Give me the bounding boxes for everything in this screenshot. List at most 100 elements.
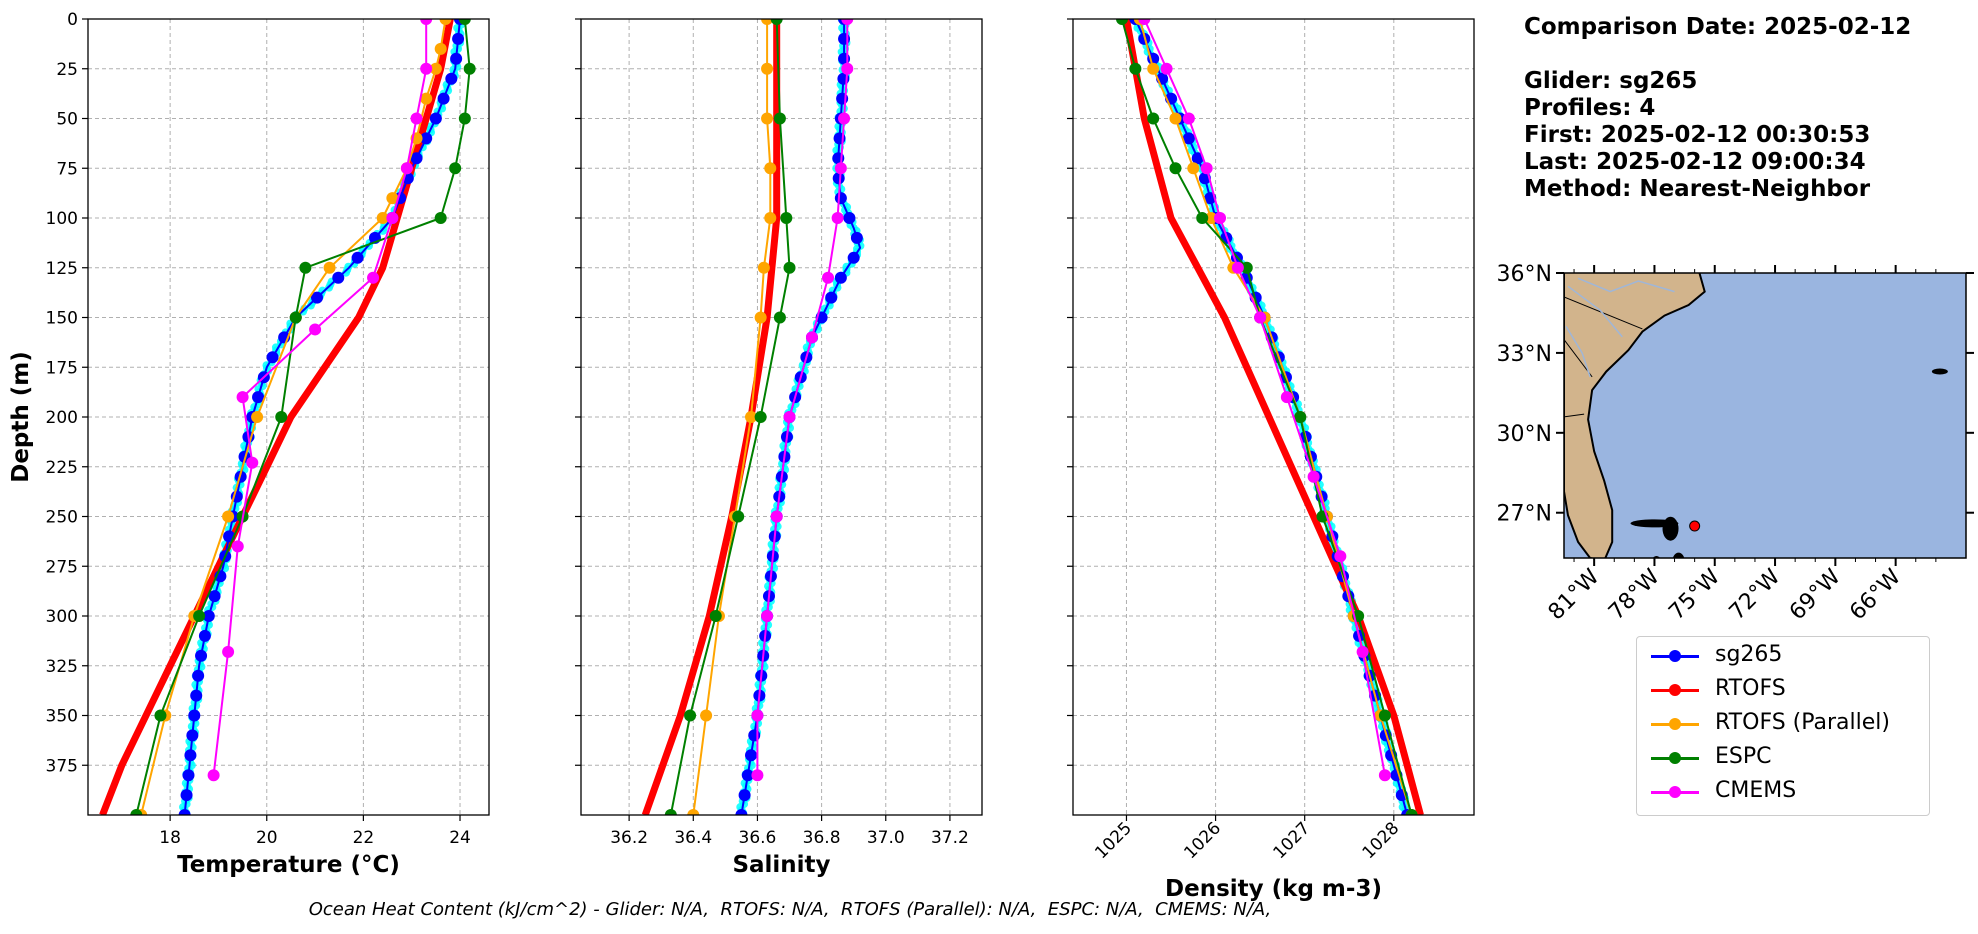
data-point-sg265 [445,72,458,85]
data-point-cmems [222,645,235,658]
legend-label: RTOFS [1715,676,1786,701]
data-point-sg265 [741,769,754,782]
data-point-cmems [236,391,249,404]
legend-marker [1669,752,1681,764]
data-point-cmems [838,112,851,125]
data-point-rtofs-parallel [434,42,447,55]
data-point-sg265 [184,749,197,762]
data-point-cmems [1280,391,1293,404]
data-point-sg265 [202,610,215,622]
data-point-espc [1169,162,1182,175]
river [1567,285,1623,338]
data-point-espc [732,510,745,523]
series-line-espc [1121,19,1413,815]
data-point-rtofs-parallel [757,261,770,274]
salinity-panel: 36.2 36.4 36.6 36.8 37.0 37.2 Salinity [575,18,983,878]
lat-label: 36°N [1497,262,1552,287]
river [1577,277,1675,293]
y-tick-label: 0 [67,10,78,30]
comparison-date: Comparison Date: 2025-02-12 [1524,14,1912,40]
map-area [1564,273,1966,558]
lon-label: 69°W [1785,564,1846,625]
data-point-cmems [207,769,220,782]
data-point-cmems [1200,162,1213,175]
data-point-cmems [822,271,835,284]
data-point-cmems [246,456,259,469]
legend-item-espc: ESPC [1645,743,1925,773]
state-border [1564,413,1585,418]
data-point-sg265 [332,271,345,284]
data-point-rtofs-parallel [376,212,389,224]
data-point-cmems [805,331,818,344]
lon-label: 72°W [1725,564,1786,625]
data-point-espc [299,261,312,274]
series-line-espc [669,19,791,815]
data-point-espc [709,610,722,622]
x-tick-label: 37.0 [867,828,905,848]
x-tick-label: 24 [449,828,471,848]
lon-label: 78°W [1604,564,1665,625]
data-point-espc [1294,411,1307,423]
data-point-espc [773,311,786,324]
density-panel: 1025 1026 1027 1028 Density (kg m-3) [1067,18,1475,902]
data-point-cmems [751,709,764,722]
legend-marker [1669,786,1681,798]
x-tick-label: 36.2 [610,828,648,848]
data-point-espc [1196,212,1209,224]
y-tick-label: 125 [46,259,78,279]
axes-frame [1072,18,1475,816]
data-point-rtofs-parallel [1169,112,1182,125]
data-point-rtofs-parallel [700,709,713,722]
data-point-espc [275,411,288,423]
data-point-espc [783,261,796,274]
x-tick-label: 1028 [1359,818,1404,863]
glider-raw-point [378,226,387,235]
data-point-cmems [1182,112,1195,125]
x-tick-label: 36.6 [739,828,777,848]
data-point-sg265 [825,291,838,304]
data-point-sg265 [437,92,450,105]
y-tick-label: 75 [56,159,78,179]
y-tick-label: 350 [46,707,78,727]
lat-label: 33°N [1497,342,1552,367]
data-point-sg265 [450,52,463,65]
data-point-cmems [386,212,399,224]
x-tick-label: 1027 [1269,818,1314,863]
island [1931,368,1948,375]
data-point-rtofs-parallel [1147,62,1160,75]
data-point-rtofs-parallel [761,112,774,125]
data-point-cmems [420,19,433,25]
glider-name: Glider: sg265 [1524,68,1698,94]
data-point-espc [1405,809,1418,815]
data-point-sg265 [420,132,433,145]
data-point-espc [1378,709,1391,722]
data-point-cmems [1214,212,1227,224]
legend-marker [1669,684,1681,696]
lon-label: 66°W [1845,564,1906,625]
data-point-espc [458,112,471,125]
island [1672,552,1685,558]
data-point-sg265 [180,789,193,802]
y-tick-label: 175 [46,358,78,378]
data-point-sg265 [266,351,279,364]
x-tick-label: 18 [159,828,181,848]
data-point-sg265 [351,251,364,264]
data-point-espc [684,709,697,722]
data-point-rtofs-parallel [764,212,777,224]
map-frame [1563,272,1967,559]
series-line-cmems [212,19,428,776]
x-tick-label: 1026 [1180,818,1225,863]
data-point-espc [1116,19,1129,25]
legend-marker [1669,718,1681,730]
data-point-cmems [834,162,847,175]
data-point-cmems [1334,550,1347,563]
lat-label: 30°N [1497,422,1552,447]
data-point-cmems [841,19,854,25]
data-point-sg265 [847,251,860,264]
data-point-sg265 [452,32,465,45]
data-point-rtofs-parallel [251,411,264,423]
data-point-rtofs-parallel [222,510,235,523]
data-point-sg265 [834,271,847,284]
series-line-rtofs [1123,19,1424,815]
data-point-cmems [231,540,244,553]
